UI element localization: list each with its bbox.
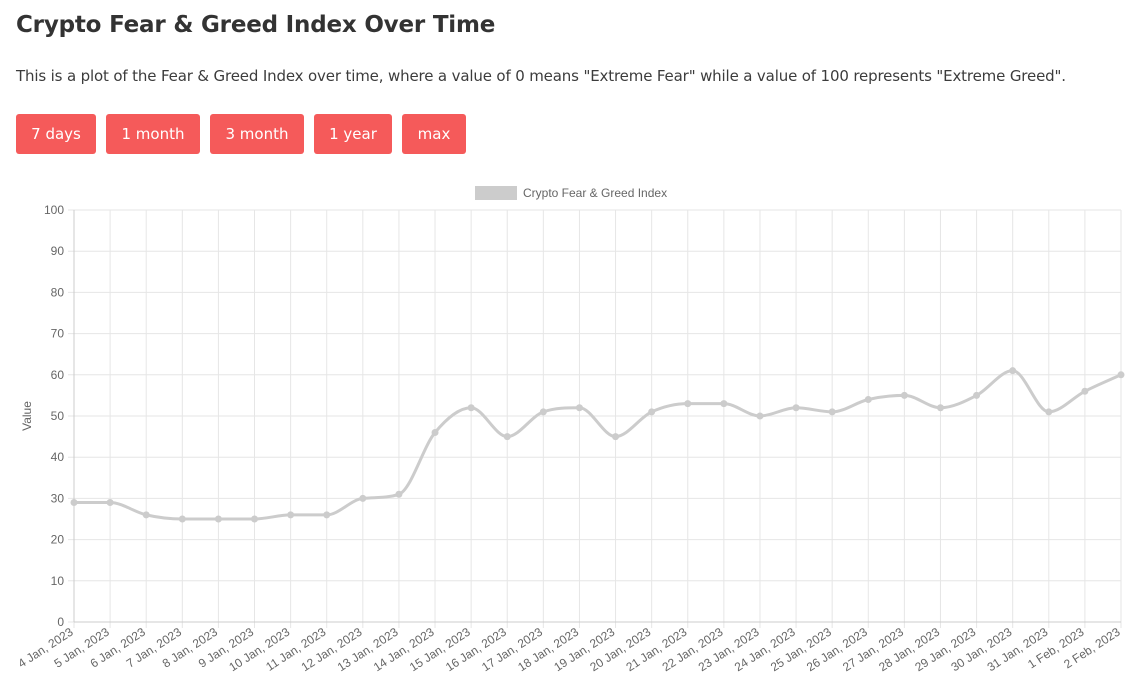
series-line — [74, 369, 1122, 521]
y-tick-label: 40 — [51, 450, 65, 464]
data-point[interactable] — [359, 494, 367, 502]
data-point[interactable] — [720, 400, 728, 408]
data-point[interactable] — [503, 433, 511, 441]
range-button-group: 7 days 1 month 3 month 1 year max — [16, 114, 466, 154]
data-point[interactable] — [1045, 408, 1053, 416]
legend-swatch — [475, 186, 517, 200]
legend-label: Crypto Fear & Greed Index — [523, 186, 667, 200]
data-point[interactable] — [684, 400, 692, 408]
data-point[interactable] — [864, 396, 872, 404]
data-point[interactable] — [178, 515, 186, 523]
data-point[interactable] — [70, 499, 78, 507]
data-point[interactable] — [648, 408, 656, 416]
data-point[interactable] — [828, 408, 836, 416]
y-axis-ticks: 0 10 20 30 40 50 60 70 80 90 100 — [44, 203, 64, 629]
y-tick-label: 50 — [51, 409, 65, 423]
data-point[interactable] — [467, 404, 475, 412]
data-point[interactable] — [142, 511, 150, 519]
data-point[interactable] — [900, 391, 908, 399]
data-point[interactable] — [431, 428, 439, 436]
chart-grid — [68, 209, 1122, 628]
data-point[interactable] — [1009, 367, 1017, 375]
range-3-month[interactable]: 3 month — [210, 114, 304, 154]
data-point[interactable] — [756, 412, 764, 420]
range-1-year[interactable]: 1 year — [314, 114, 392, 154]
y-tick-label: 60 — [51, 368, 65, 382]
chart-legend[interactable]: Crypto Fear & Greed Index — [475, 186, 667, 200]
range-max[interactable]: max — [402, 114, 466, 154]
data-point[interactable] — [936, 404, 944, 412]
series-points — [70, 367, 1125, 523]
page-title: Crypto Fear & Greed Index Over Time — [16, 12, 496, 38]
y-axis-title: Value — [20, 401, 34, 431]
data-point[interactable] — [106, 499, 114, 507]
data-point[interactable] — [973, 391, 981, 399]
page-description: This is a plot of the Fear & Greed Index… — [16, 67, 1066, 85]
fear-greed-chart: Crypto Fear & Greed Index 0 10 20 30 40 50 60 7… — [15, 186, 1125, 675]
range-1-month[interactable]: 1 month — [106, 114, 200, 154]
data-point[interactable] — [612, 433, 620, 441]
y-tick-label: 30 — [51, 491, 65, 505]
data-point[interactable] — [575, 404, 583, 412]
y-tick-label: 80 — [51, 285, 65, 299]
data-point[interactable] — [251, 515, 259, 523]
y-tick-label: 100 — [44, 203, 64, 217]
data-point[interactable] — [539, 408, 547, 416]
data-point[interactable] — [395, 490, 403, 498]
y-tick-label: 90 — [51, 244, 65, 258]
y-tick-label: 20 — [51, 533, 65, 547]
range-7-days[interactable]: 7 days — [16, 114, 96, 154]
data-point[interactable] — [287, 511, 295, 519]
y-tick-label: 70 — [51, 327, 65, 341]
data-point[interactable] — [1117, 371, 1125, 379]
y-tick-label: 10 — [51, 574, 65, 588]
y-tick-label: 0 — [57, 615, 64, 629]
data-point[interactable] — [1081, 387, 1089, 395]
data-point[interactable] — [214, 515, 222, 523]
data-point[interactable] — [792, 404, 800, 412]
data-point[interactable] — [323, 511, 331, 519]
